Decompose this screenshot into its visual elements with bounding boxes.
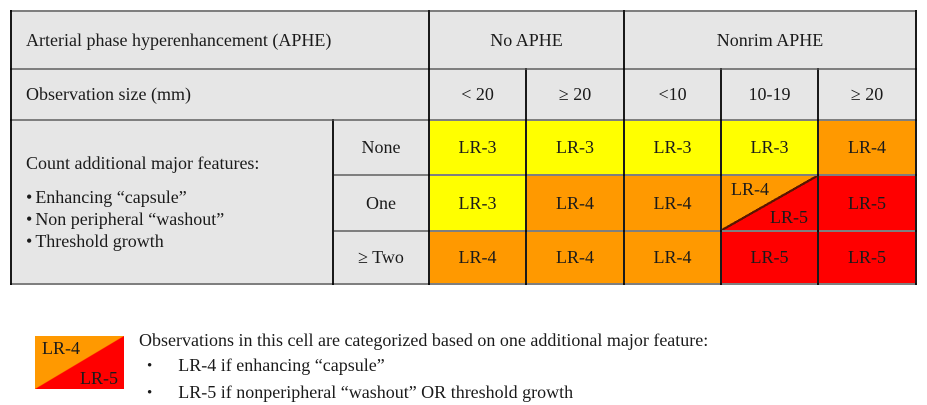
- size-col-gte20-noaphe: ≥ 20: [525, 68, 626, 121]
- size-col-lt20: < 20: [428, 68, 528, 121]
- cell-two-10-19: LR-5: [720, 230, 820, 285]
- cell-two-gte20-noaphe: LR-4: [525, 230, 626, 285]
- cell-one-gte20-nonrim: LR-5: [817, 174, 918, 232]
- legend-swatch-lr4-label: LR-4: [42, 338, 80, 358]
- cell-two-lt10: LR-4: [623, 230, 723, 285]
- split-cell-lr4-label: LR-4: [731, 179, 770, 199]
- cell-none-lt10: LR-3: [623, 119, 723, 176]
- cell-none-lt20: LR-3: [428, 119, 528, 176]
- legend-text: Observations in this cell are categorize…: [139, 328, 708, 405]
- size-col-gte20-nonrim: ≥ 20: [817, 68, 918, 121]
- feature-washout: Non peripheral “washout”: [26, 208, 331, 230]
- size-header-label: Observation size (mm): [9, 68, 431, 121]
- legend-title: Observations in this cell are categorize…: [139, 330, 709, 350]
- legend-rule-lr5: LR-5 if nonperipheral “washout” OR thres…: [147, 380, 708, 405]
- legend-list: LR-4 if enhancing “capsule” LR-5 if nonp…: [139, 353, 708, 405]
- count-label-two: ≥ Two: [331, 230, 431, 285]
- nonrim-aphe-header: Nonrim APHE: [623, 10, 918, 70]
- count-label-one: One: [331, 174, 431, 232]
- legend-swatch-lr5-label: LR-5: [80, 368, 118, 388]
- legend-split-swatch: LR-4 LR-5: [35, 336, 124, 389]
- major-features-cell: Count additional major features: Enhanci…: [10, 119, 334, 285]
- aphe-header-label: Arterial phase hyperenhancement (APHE): [9, 10, 431, 70]
- feature-threshold-growth: Threshold growth: [26, 230, 331, 252]
- cell-none-gte20-noaphe: LR-3: [525, 119, 626, 176]
- lirads-diagnostic-table: Arterial phase hyperenhancement (APHE) N…: [9, 10, 918, 285]
- cell-one-gte20-noaphe: LR-4: [525, 174, 626, 232]
- split-cell-lr5-label: LR-5: [770, 207, 809, 227]
- cell-two-lt20: LR-4: [428, 230, 528, 285]
- aphe-header-row: Arterial phase hyperenhancement (APHE) N…: [9, 10, 918, 70]
- cell-none-10-19: LR-3: [720, 119, 820, 176]
- major-features-title: Count additional major features:: [26, 152, 260, 173]
- cell-one-lt20: LR-3: [428, 174, 528, 232]
- cell-one-10-19-split: LR-4 LR-5: [720, 174, 820, 232]
- count-row-one: One LR-3 LR-4 LR-4 LR-4 LR-5 LR-5: [11, 174, 918, 232]
- cell-one-lt10: LR-4: [623, 174, 723, 232]
- size-col-lt10: <10: [623, 68, 723, 121]
- cell-none-gte20-nonrim: LR-4: [817, 119, 918, 176]
- count-row-two: ≥ Two LR-4 LR-4 LR-4 LR-5 LR-5: [11, 230, 918, 285]
- size-col-10-19: 10-19: [720, 68, 820, 121]
- feature-capsule: Enhancing “capsule”: [26, 186, 331, 208]
- major-features-list: Enhancing “capsule” Non peripheral “wash…: [26, 186, 331, 252]
- legend-rule-lr4: LR-4 if enhancing “capsule”: [147, 353, 708, 380]
- count-row-none: Count additional major features: Enhanci…: [10, 119, 918, 285]
- size-header-row: Observation size (mm) < 20 ≥ 20 <10 10-1…: [9, 68, 918, 121]
- split-cell-legend: LR-4 LR-5 Observations in this cell are …: [35, 328, 708, 405]
- no-aphe-header: No APHE: [428, 10, 626, 70]
- cell-two-gte20-nonrim: LR-5: [817, 230, 918, 285]
- count-label-none: None: [331, 119, 431, 176]
